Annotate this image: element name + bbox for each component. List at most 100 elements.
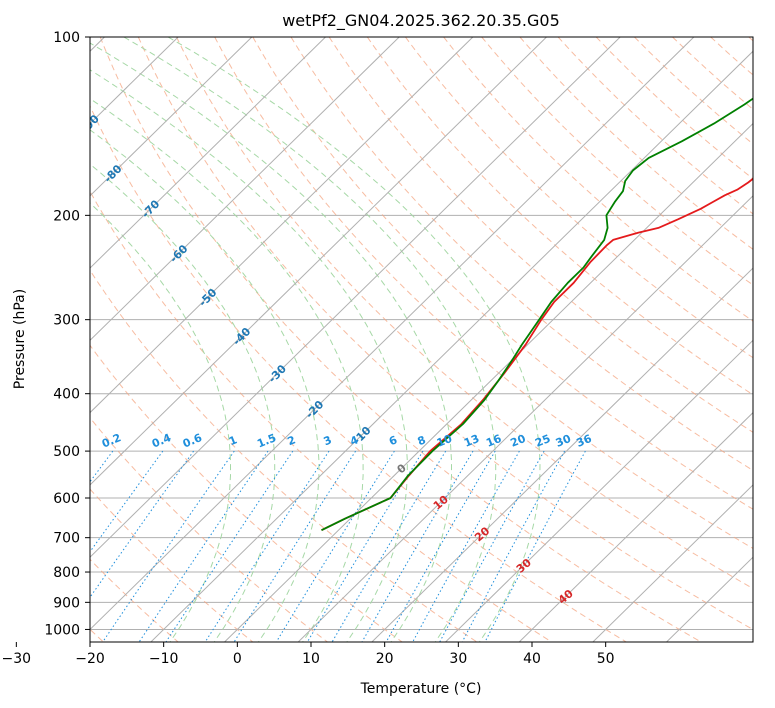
moist-adiabat-line [90,42,452,642]
dry-adiabat-line [90,190,552,642]
mixing-ratio-label: 10 [435,432,454,450]
dry-adiabat-line [443,37,753,322]
mixing-ratio-label: 8 [416,433,428,448]
mixing-ratio-line [385,450,496,642]
mixing-ratio-line [361,450,474,642]
mixing-ratio-line [90,450,164,553]
mixing-ratio-label: 3 [322,433,334,448]
mixing-ratio-line [484,450,586,642]
dry-adiabat-line [672,37,753,110]
y-tick-label: 500 [53,444,80,460]
mixing-ratio-line [439,450,545,642]
pressure-gridlines [90,37,753,630]
mixing-ratio-line [102,450,235,642]
isotherm-line [90,37,400,342]
dry-adiabats [90,37,753,642]
dry-adiabat-line [90,344,403,642]
dry-adiabat-line [634,37,753,145]
dry-adiabat-line [99,37,702,642]
mixing-ratio-line [90,450,195,599]
moist-adiabat-line [90,129,320,642]
dry-adiabat-line [519,37,753,250]
y-tick-label: 300 [53,313,80,329]
mixing-ratio-line [233,450,357,642]
plot-frame [89,36,754,643]
x-tick-label: 50 [597,651,615,667]
moist-adiabat-line [90,202,231,642]
dry-adiabat-line [710,37,753,76]
dry-adiabat-line [290,37,753,472]
mixing-ratio-label: 36 [575,432,594,450]
dry-adiabat-line [328,37,753,433]
x-tick-label: 40 [523,651,541,667]
x-tick-label: 20 [376,651,394,667]
moist-adiabats [90,37,541,642]
dry-adiabat-line [90,488,254,642]
dry-adiabat-label: 30 [514,556,534,576]
isotherm-line [224,122,753,642]
plot-area: -100-90-80-70-60-50-40-30-20-100.1 0.2 0.4… [47,37,753,642]
y-axis: 100 200 300 400 500 600 700 800 900 1000 [44,30,90,638]
y-tick-label: 600 [53,491,80,507]
mixing-ratio-label: 16 [484,432,503,450]
mixing-ratio-label: 1 [227,433,239,448]
x-tick-label: 30 [449,651,467,667]
isotherm-line [666,556,753,642]
y-tick-label: 900 [53,595,80,611]
mixing-ratio-line [138,450,269,642]
mixing-ratio-label: 0.6 [181,431,204,450]
y-tick-label: 200 [53,208,80,224]
isotherm-line [518,411,753,642]
isotherm-line [90,37,547,486]
dry-adiabat-line [90,417,328,642]
isotherm-line [150,50,753,642]
y-axis-label: Pressure (hPa) [12,289,28,389]
dry-adiabat-line [90,104,627,642]
dry-adiabat-line [90,269,478,642]
mixing-ratio-label: 2 [286,433,298,448]
x-tick-label: −20 [75,651,105,667]
isotherm-line [90,37,253,197]
x-axis-label: Temperature (°C) [360,681,482,697]
x-tick-label: −10 [149,651,179,667]
isotherm-line [90,37,621,558]
mixing-ratio-label: 25 [533,432,552,450]
y-tick-label: 800 [53,565,80,581]
sounding-series-line [321,177,753,532]
y-tick-label: 100 [53,30,80,46]
mixing-ratio-label: 6 [387,433,399,448]
y-tick-label: 400 [53,387,80,403]
isotherm-line [371,267,753,642]
sounding-series-line [321,97,753,532]
x-tick-label: 10 [302,651,320,667]
mixing-ratio-line [204,450,330,642]
moist-adiabat-line [167,37,541,642]
dry-adiabat-line [137,37,753,631]
dry-adiabat-line [366,37,753,396]
mixing-ratio-label: 0.4 [150,431,173,450]
isotherm-line [592,484,753,642]
skewed-isotherms [90,37,753,642]
y-tick-label: 700 [53,531,80,547]
mixing-ratio-lines [90,450,586,642]
mixing-ratio-line [461,450,566,642]
y-tick-label: 1000 [44,622,80,638]
mixing-ratio-label: 0.2 [100,431,123,450]
x-tick-label: 0 [233,651,242,667]
dry-adiabat-line [404,37,753,359]
mixing-ratio-line [331,450,447,642]
mixing-ratio-line [275,450,395,642]
moist-adiabat-line [90,97,364,642]
sounding-traces [321,97,753,532]
isotherm-line [90,37,695,631]
x-tick-label: −30 [2,651,32,667]
mixing-ratio-label: 13 [462,432,481,450]
dry-adiabat-label: 20 [472,524,492,544]
mixing-ratio-line [165,450,294,642]
dry-adiabat-line [252,37,753,510]
mixing-ratio-label: 30 [554,432,573,450]
chart-title: wetPf2_GN04.2025.362.20.35.G05 [282,11,560,31]
isotherm-label: -100 [47,65,76,94]
